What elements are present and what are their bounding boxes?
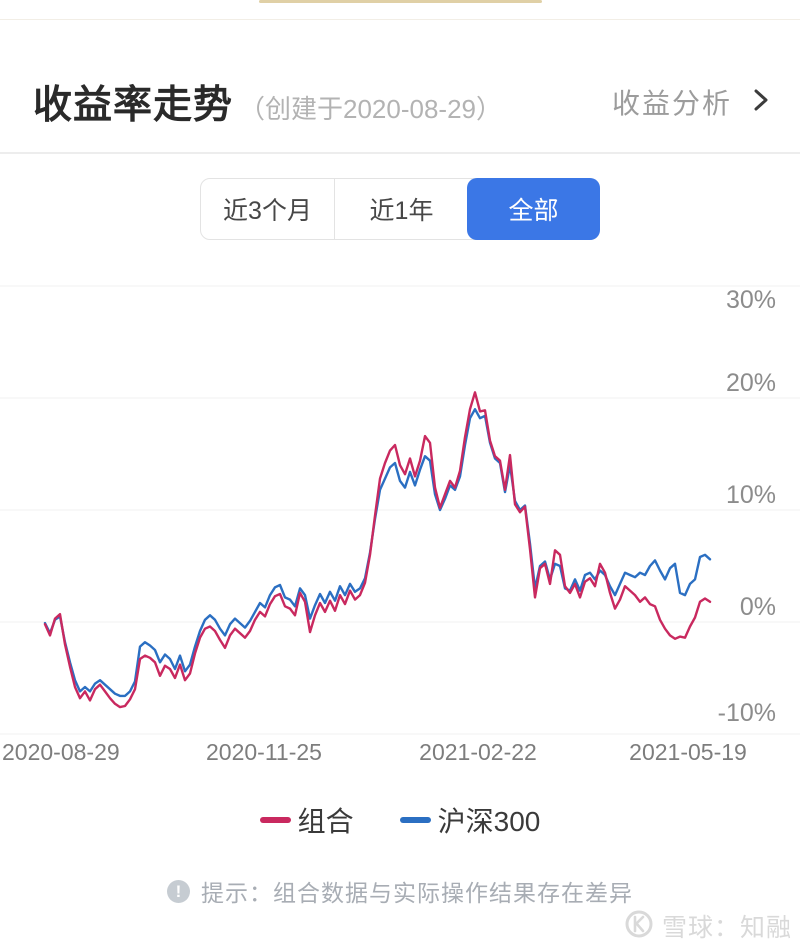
chart-legend: 组合 沪深300	[0, 800, 800, 840]
y-tick-0: 0%	[740, 593, 776, 621]
created-date-subtitle: （创建于2020-08-29）	[239, 94, 503, 124]
y-tick-20: 20%	[726, 369, 776, 397]
xueqiu-logo-icon	[624, 909, 654, 944]
watermark-text: 雪球：知融	[661, 914, 792, 942]
legend-item-csi300: 沪深300	[399, 800, 541, 840]
csi300-color-swatch	[399, 817, 431, 823]
y-tick-10: 10%	[726, 481, 776, 509]
csi300-legend-label: 沪深300	[437, 806, 541, 837]
top-hairline	[0, 19, 800, 20]
portfolio-color-swatch	[259, 817, 291, 823]
profit-analysis-label: 收益分析	[611, 88, 732, 119]
portfolio-legend-label: 组合	[297, 806, 354, 837]
y-tick-neg10: -10%	[718, 699, 776, 727]
info-icon: !	[167, 879, 190, 903]
section-header: 收益率走势 （创建于2020-08-29）	[33, 74, 770, 130]
x-axis-labels: 2020-08-29 2020-11-25 2021-02-22 2021-05…	[2, 739, 747, 765]
tab-all[interactable]: 全部	[467, 178, 600, 240]
y-tick-30: 30%	[726, 286, 776, 314]
disclaimer-row: ! 提示：组合数据与实际操作结果存在差异	[0, 874, 800, 908]
x-tick-2: 2020-11-25	[206, 739, 322, 765]
y-axis-labels: 30% 20% 10% 0% -10%	[718, 286, 776, 727]
legend-item-portfolio: 组合	[259, 800, 354, 840]
xueqiu-watermark: 雪球：知融	[624, 908, 792, 944]
portfolio-line	[43, 391, 712, 709]
x-tick-3: 2021-02-22	[419, 739, 537, 765]
chevron-right-icon	[752, 86, 770, 119]
tab-3-months[interactable]: 近3个月	[223, 197, 312, 225]
returns-line-chart[interactable]: 30% 20% 10% 0% -10% 2020-08-29 2020-11-2…	[0, 280, 800, 770]
page-title: 收益率走势	[33, 84, 234, 127]
x-tick-1: 2020-08-29	[2, 739, 120, 765]
gridlines	[0, 285, 800, 735]
disclaimer-text: 提示：组合数据与实际操作结果存在差异	[201, 880, 633, 906]
top-accent-line	[259, 0, 542, 3]
tab-separator	[334, 179, 335, 239]
time-range-tabs: 近3个月 近1年 全部	[200, 178, 600, 240]
profit-analysis-link[interactable]: 收益分析	[612, 82, 770, 122]
tab-1-year[interactable]: 近1年	[369, 197, 434, 225]
header-divider	[0, 152, 800, 154]
csi300-line	[43, 407, 712, 698]
x-tick-4: 2021-05-19	[629, 739, 747, 765]
